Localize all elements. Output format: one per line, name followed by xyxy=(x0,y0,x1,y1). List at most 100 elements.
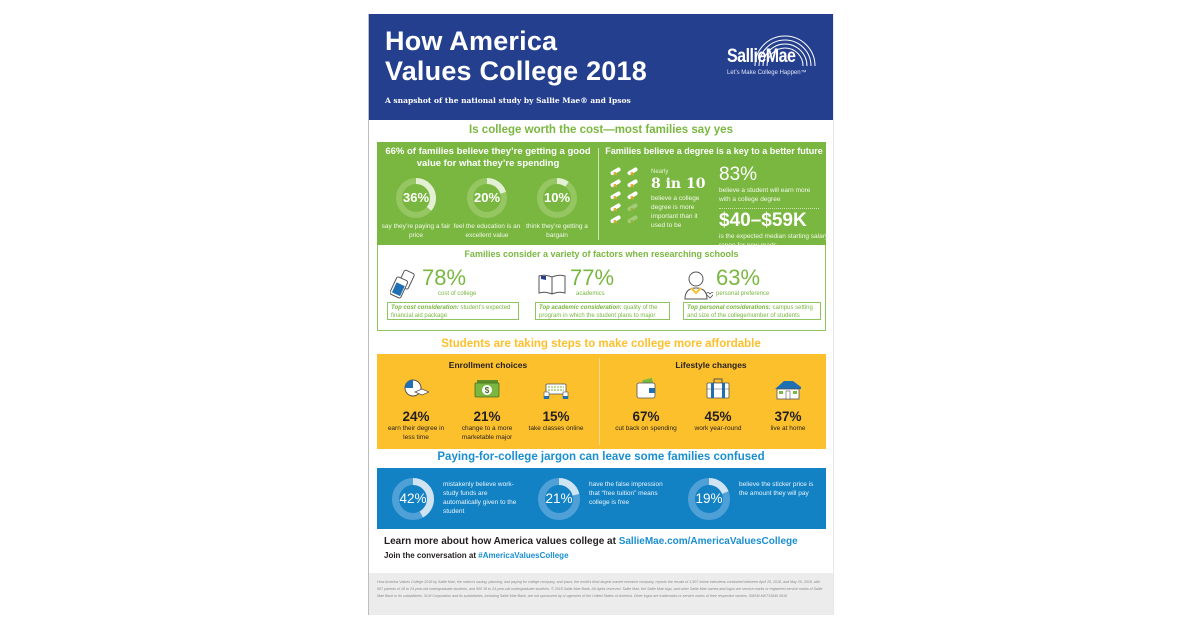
diploma-icon xyxy=(627,167,638,176)
future-title: Families believe a degree is a key to a … xyxy=(605,146,823,156)
title-line-2: Values College 2018 xyxy=(385,56,647,86)
house-icon xyxy=(775,381,801,400)
section-title-worth: Is college worth the cost—most families … xyxy=(469,124,733,136)
legal-text: How America Values College 2018 by Salli… xyxy=(377,580,823,598)
earn-more-stat: 83% xyxy=(719,164,758,185)
enrollment-item: 15% take classes online xyxy=(522,378,590,433)
dotted-divider xyxy=(719,208,819,209)
yellow-panel: Enrollment choices Lifestyle changes 24%… xyxy=(377,354,826,449)
salary-caption: is the expected median starting salary r… xyxy=(719,233,829,249)
enrollment-percent: 15% xyxy=(542,409,570,424)
donut-caption: say they’re paying a fair price xyxy=(381,223,451,239)
diploma-icon xyxy=(610,179,621,188)
logo-tagline: Let’s Make College Happen™ xyxy=(727,70,807,76)
factor-note: Top academic consideration: quality of t… xyxy=(535,302,670,320)
value-title: 66% of families believe they’re getting … xyxy=(385,146,591,169)
enrollment-percent: 21% xyxy=(473,409,501,424)
donut-ring xyxy=(396,178,436,218)
factor-note-text: quality of the program in which the stud… xyxy=(539,305,658,319)
donut-ring xyxy=(538,478,580,520)
lifestyle-label: live at home xyxy=(770,425,806,432)
factor-percent: 63% xyxy=(716,265,761,290)
panel-divider xyxy=(599,358,600,445)
header-banner: How America Values College 2018 A snapsh… xyxy=(369,14,833,120)
diploma-icon xyxy=(627,191,638,200)
factor-note-text: student’s expected financial aid package xyxy=(391,305,511,319)
enrollment-label: change to a more marketable major xyxy=(461,425,513,441)
donut-chart: 21% xyxy=(537,477,581,521)
factor-note-bold: Top personal considerations: xyxy=(687,305,771,311)
donut-caption: think they’re getting a bargain xyxy=(526,223,588,239)
factor-note-bold: Top cost consideration: xyxy=(391,305,459,311)
subtitle: A snapshot of the national study by Sall… xyxy=(385,96,631,105)
donut-ring xyxy=(688,478,730,520)
diploma-icon xyxy=(610,191,621,200)
donut-label: 36% xyxy=(402,190,430,205)
diploma-icon xyxy=(627,215,638,224)
open-book-icon xyxy=(538,274,566,295)
diploma-icon xyxy=(610,167,621,176)
factor-note-bold: Top academic consideration: xyxy=(539,305,622,311)
donut-arc xyxy=(396,178,436,218)
lifestyle-percent: 45% xyxy=(704,409,732,424)
logo-arcs-icon xyxy=(754,35,816,66)
person-heart-icon xyxy=(684,271,713,300)
donut-arc xyxy=(467,178,507,218)
factor-note-text: campus setting and size of the college/n… xyxy=(687,305,813,319)
enrollment-percent: 24% xyxy=(402,409,430,424)
section-title-jargon: Paying-for-college jargon can leave some… xyxy=(437,451,765,463)
donut-label: 10% xyxy=(543,190,571,205)
blue-panel: 42% mistakenly believe work-study funds … xyxy=(377,468,826,529)
enrollment-item: 24% earn their degree in less time xyxy=(382,378,450,442)
donut-caption: believe the sticker price is the amount … xyxy=(739,481,814,497)
title-line-1: How America xyxy=(385,26,558,56)
sallie-mae-logo: SallieMae Let’s Make College Happen™ xyxy=(721,32,821,84)
lifestyle-label: cut back on spending xyxy=(615,425,677,432)
factor-percent: 77% xyxy=(570,265,615,290)
learn-more-text: Learn more about how America values coll… xyxy=(384,536,619,547)
donut-ring xyxy=(392,478,434,520)
learn-more-link[interactable]: SallieMae.com/AmericaValuesCollege xyxy=(618,536,798,547)
money-bill-icon: $ xyxy=(474,380,500,398)
keyboard-typing-icon xyxy=(543,383,569,399)
donut-arc xyxy=(392,478,434,520)
donut-ring xyxy=(467,178,507,218)
donut-label: 19% xyxy=(695,491,723,506)
earn-more-caption: believe a student will earn more with a … xyxy=(719,187,811,203)
lifestyle-item: 45% work year-round xyxy=(684,378,752,433)
factor-percent: 78% xyxy=(422,265,467,290)
donut-label: 42% xyxy=(399,491,427,506)
page-title: How America Values College 2018 xyxy=(385,26,647,86)
nearly-label: Nearly xyxy=(651,169,669,175)
factors-title: Families consider a variety of factors w… xyxy=(464,249,739,259)
salary-stat: $40–$59K xyxy=(719,210,807,231)
ratio-stat: 8 in 10 xyxy=(651,176,706,192)
lifestyle-item: 67% cut back on spending xyxy=(609,377,683,433)
enrollment-label: earn their degree in less time xyxy=(387,425,445,441)
diploma-icon xyxy=(610,203,621,212)
svg-text:$: $ xyxy=(485,386,490,395)
donut-ring xyxy=(537,178,577,218)
panel-divider xyxy=(598,148,599,240)
section-title-affordable: Students are taking steps to make colleg… xyxy=(441,338,761,350)
donut-label: 21% xyxy=(545,491,573,506)
diploma-icon-grid xyxy=(609,166,645,226)
infographic-page: How America Values College 2018 A snapsh… xyxy=(368,14,834,615)
diploma-icon xyxy=(627,203,638,212)
donut-chart: 19% xyxy=(687,477,731,521)
donut-caption: have the false impression that “free tui… xyxy=(589,481,663,506)
enrollment-item: $ 21% change to a more marketable major xyxy=(453,378,521,442)
hashtag-link[interactable]: #AmericaValuesCollege xyxy=(478,551,569,560)
donut-arc xyxy=(688,478,730,520)
donut-chart: 42% xyxy=(391,477,435,521)
legal-disclaimer: How America Values College 2018 by Salli… xyxy=(369,573,833,615)
lifestyle-label: work year-round xyxy=(694,425,742,432)
factor-note: Top cost consideration: student’s expect… xyxy=(387,302,519,320)
factors-panel: Families consider a variety of factors w… xyxy=(377,245,826,331)
join-text: Join the conversation at xyxy=(384,551,479,560)
briefcase-icon xyxy=(706,378,730,399)
join-line: Join the conversation at #AmericaValuesC… xyxy=(384,551,569,560)
donut-caption: feel the education is an excellent value xyxy=(453,223,521,239)
enrollment-label: take classes online xyxy=(528,425,584,432)
price-tag-icon xyxy=(390,269,415,299)
